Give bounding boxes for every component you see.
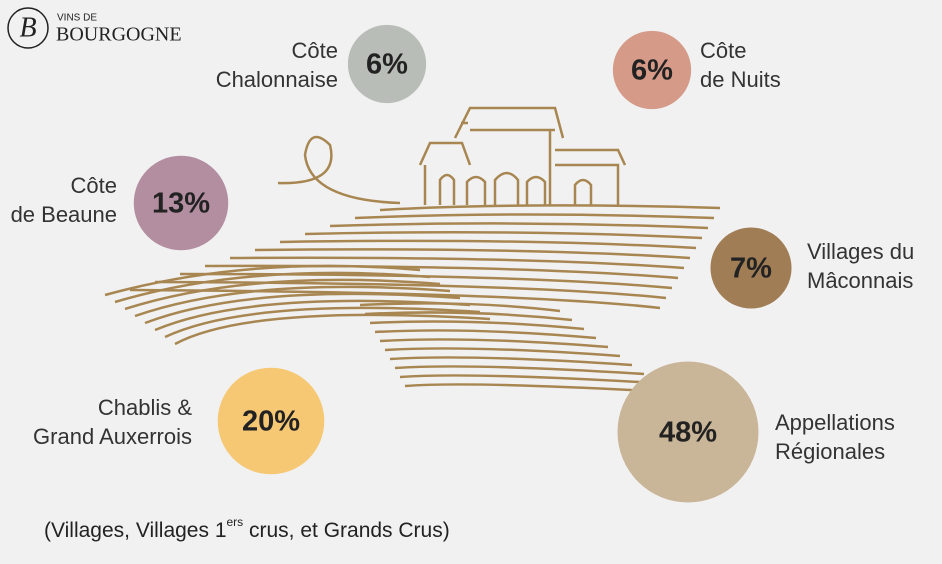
category-label: de Beaune (11, 202, 117, 227)
value-label: 48% (659, 417, 717, 449)
swirl (277, 135, 401, 205)
category-label: Régionales (775, 439, 885, 464)
logo-mark: B (19, 12, 36, 43)
field-row (374, 329, 597, 340)
field-row (364, 311, 573, 322)
logo-bottom: BOURGOGNE (56, 24, 182, 46)
footnote-part: (Villages, Villages 1 (44, 519, 227, 542)
value-label: 6% (631, 55, 673, 87)
field-row (154, 280, 667, 300)
field-row (104, 264, 421, 297)
category-label: Chablis & (98, 395, 192, 420)
field-row (304, 230, 703, 240)
field-row (394, 365, 645, 376)
vineyard-illustration (104, 106, 721, 394)
field-row (174, 313, 491, 346)
bubble (217, 367, 325, 475)
field-row (114, 271, 431, 304)
category-label: Côte (700, 38, 746, 63)
logo: B VINS DE BOURGOGNE (7, 7, 182, 49)
field-row (164, 306, 481, 339)
category-label: Côte (71, 173, 117, 198)
field-row (134, 285, 451, 318)
field-row (354, 213, 715, 220)
bubble (612, 30, 692, 110)
logo-ring (7, 7, 49, 49)
bubbles: 6% Côte Chalonnaise 6% Côte de Nuits 13% Côte de… (11, 24, 914, 503)
field-row (329, 222, 709, 230)
field-row (359, 302, 561, 313)
field-row (279, 239, 697, 250)
value-label: 6% (366, 49, 408, 81)
field-row (379, 338, 609, 349)
category-label: Côte (292, 38, 338, 63)
bubble (133, 155, 229, 251)
category-label: Appellations (775, 410, 895, 435)
category-label: Chalonnaise (216, 67, 338, 92)
field-row (389, 356, 633, 367)
field-row (254, 248, 691, 260)
value-label: 20% (242, 406, 300, 438)
category-label: de Nuits (700, 67, 781, 92)
field-row (384, 347, 621, 358)
category-label: Grand Auxerrois (33, 424, 192, 449)
field-row (369, 320, 585, 331)
field-row (144, 292, 461, 325)
field-row (404, 383, 669, 394)
field-row (229, 256, 685, 270)
bubble (347, 24, 427, 104)
footnote-sup: ers (227, 515, 244, 529)
logo-top: VINS DE (57, 13, 97, 24)
value-label: 13% (152, 188, 210, 220)
field-row (154, 299, 471, 332)
field-row (129, 288, 661, 310)
category-label: Villages du (807, 239, 914, 264)
field-row (379, 204, 721, 212)
value-label: 7% (730, 253, 772, 285)
footnote: (Villages, Villages 1ers crus, et Grands… (44, 515, 450, 541)
footnote-part: crus, et Grands Crus) (243, 519, 450, 542)
house (418, 106, 627, 205)
bubble (710, 227, 792, 309)
category-label: Mâconnais (807, 268, 913, 293)
bubble (617, 361, 759, 503)
field-row (124, 278, 441, 311)
field-row (399, 374, 657, 385)
